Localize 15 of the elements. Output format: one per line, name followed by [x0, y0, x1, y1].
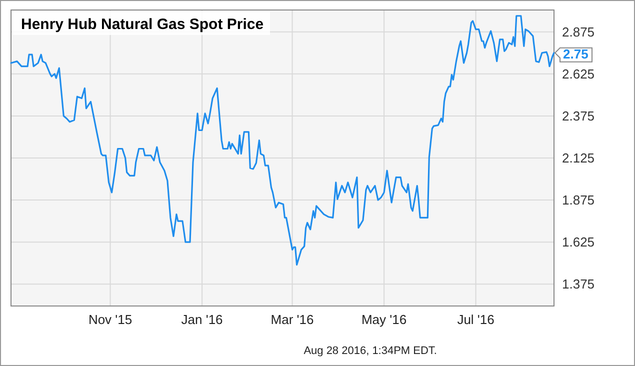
x-tick-label: May '16	[361, 312, 407, 327]
chart-title: Henry Hub Natural Gas Spot Price	[21, 16, 264, 33]
annotation: 2.75	[563, 46, 588, 62]
y-tick-label: 2.375	[562, 108, 595, 124]
y-tick-label: 1.375	[562, 276, 595, 292]
y-tick-label: 2.625	[562, 66, 595, 82]
x-tick-label: Jan '16	[181, 312, 223, 327]
text: Aug 28 2016, 1:34PM EDT.	[304, 345, 437, 357]
y-tick-label: 1.625	[562, 234, 595, 250]
x-tick-label: Mar '16	[270, 312, 314, 327]
y-tick-label: 1.875	[562, 192, 595, 208]
y-tick-label: 2.875	[562, 24, 595, 40]
x-tick-label: Nov '15	[88, 312, 132, 327]
y-tick-label: 2.125	[562, 150, 595, 166]
x-tick-label: Jul '16	[457, 312, 494, 327]
